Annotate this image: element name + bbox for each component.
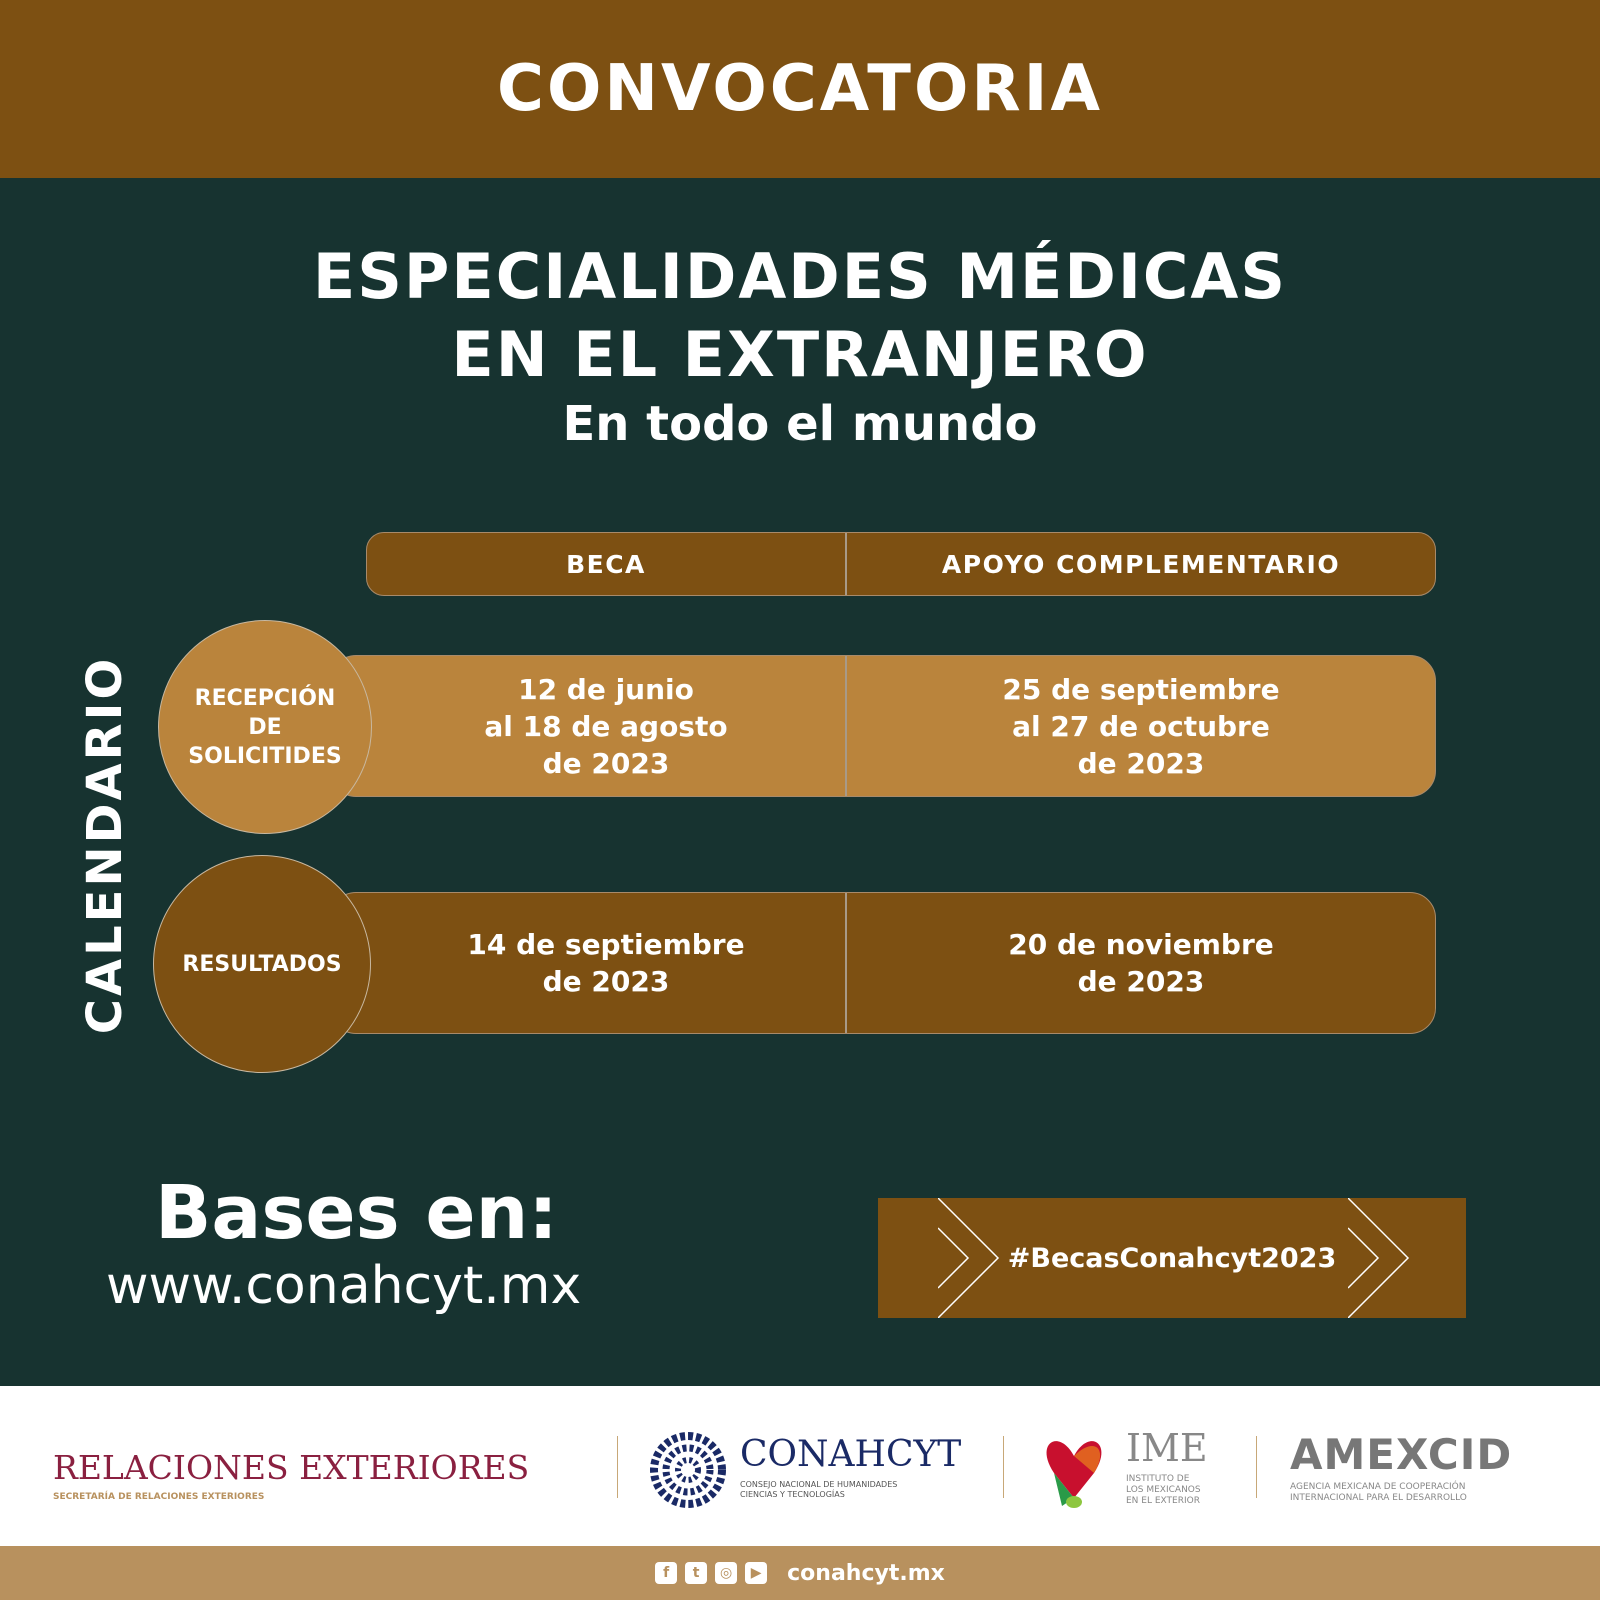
row-resultados: 14 de septiembre de 2023 20 de noviembre… [330, 892, 1436, 1034]
resultados-beca: 14 de septiembre de 2023 [367, 893, 847, 1033]
amexcid-logo: AMEXCID [1290, 1430, 1513, 1479]
recepcion-circle: RECEPCIÓN DE SOLICITIDES [158, 620, 372, 834]
chevron-right-icon [1348, 1198, 1410, 1318]
row-recepcion: 12 de junio al 18 de agosto de 2023 25 d… [330, 655, 1436, 797]
resultados-circle: RESULTADOS [153, 855, 371, 1073]
resultados-apoyo: 20 de noviembre de 2023 [1008, 928, 1274, 998]
bases-url[interactable]: www.conahcyt.mx [106, 1256, 582, 1316]
instagram-icon[interactable]: ◎ [715, 1562, 738, 1584]
chevron-right-icon [938, 1198, 1000, 1318]
hashtag-box: #BecasConahcyt2023 [878, 1198, 1466, 1318]
ime-logo: IME [1126, 1426, 1208, 1470]
conahcyt-subtitle: CONSEJO NACIONAL DE HUMANIDADES CIENCIAS … [740, 1480, 898, 1499]
column-apoyo: APOYO COMPLEMENTARIO [941, 549, 1341, 579]
footer-site[interactable]: conahcyt.mx [787, 1560, 945, 1586]
header-banner: CONVOCATORIA [0, 0, 1600, 178]
bases-label: Bases en: [155, 1170, 558, 1256]
calendar-label: CALENDARIO [77, 655, 133, 1035]
calendar-header: BECA APOYO COMPLEMENTARIO [366, 532, 1436, 596]
column-beca: BECA [367, 533, 847, 595]
subtitle: En todo el mundo [562, 396, 1038, 452]
amexcid-subtitle: AGENCIA MEXICANA DE COOPERACIÓN INTERNACI… [1290, 1482, 1467, 1503]
title-line1: ESPECIALIDADES MÉDICAS [312, 240, 1288, 313]
sre-subtitle: SECRETARÍA DE RELACIONES EXTERIORES [53, 1492, 265, 1502]
youtube-icon[interactable]: ▶ [745, 1562, 768, 1584]
hashtag: #BecasConahcyt2023 [1007, 1242, 1337, 1274]
facebook-icon[interactable]: f [655, 1562, 678, 1584]
conahcyt-logo: CONAHCYT [740, 1434, 962, 1475]
title-line2: EN EL EXTRANJERO [451, 318, 1149, 391]
ime-subtitle: INSTITUTO DE LOS MEXICANOS EN EL EXTERIOR [1126, 1474, 1201, 1506]
logo-band: RELACIONES EXTERIORES SECRETARÍA DE RELA… [0, 1386, 1600, 1546]
recepcion-beca: 12 de junio al 18 de agosto de 2023 [367, 656, 847, 796]
sre-logo: RELACIONES EXTERIORES [53, 1448, 530, 1487]
recepcion-apoyo: 25 de septiembre al 27 de octubre de 202… [1002, 672, 1280, 780]
ime-emblem-icon [1046, 1441, 1102, 1508]
conahcyt-emblem-icon [650, 1432, 726, 1508]
twitter-icon[interactable]: t [685, 1562, 708, 1584]
footer: f t ◎ ▶ conahcyt.mx [0, 1546, 1600, 1600]
